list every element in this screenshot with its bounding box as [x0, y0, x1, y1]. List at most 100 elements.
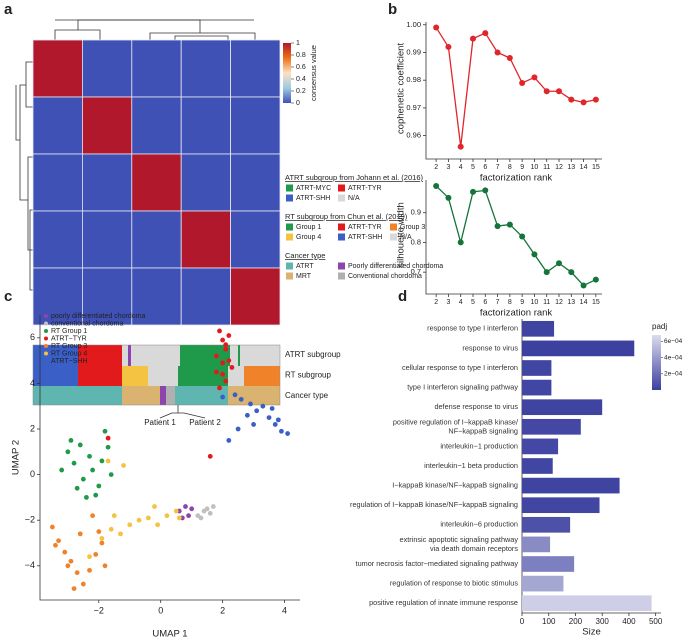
- point: [543, 88, 550, 95]
- legend-label: N/A: [400, 234, 412, 241]
- x-axis-label: Size: [582, 627, 600, 638]
- point: [65, 449, 71, 455]
- legend-marker: [44, 336, 48, 341]
- heatmap-cell: [131, 267, 182, 326]
- bar: [522, 399, 603, 416]
- legend-label: MRT: [296, 273, 312, 280]
- x-tick-label: 12: [555, 299, 563, 306]
- line: [435, 27, 596, 147]
- bar: [522, 379, 552, 396]
- point: [266, 415, 272, 420]
- legend-label: Group 3: [400, 224, 425, 231]
- point: [108, 472, 114, 477]
- point: [62, 549, 68, 555]
- y-tick-label: −4: [25, 560, 35, 570]
- point: [68, 558, 74, 564]
- point: [74, 485, 80, 491]
- legend-swatch: [338, 223, 345, 231]
- heatmap-cell: [180, 267, 231, 326]
- heatmap-cell: [82, 267, 133, 326]
- heatmap-cell: [230, 96, 281, 155]
- legend-swatch: [338, 233, 345, 241]
- point: [229, 365, 235, 370]
- legend-label: Poorly differentiated chordoma: [348, 263, 443, 270]
- point: [285, 431, 291, 436]
- legend-marker: [44, 344, 48, 348]
- point: [226, 438, 232, 443]
- bar: [522, 556, 575, 572]
- point: [272, 422, 278, 427]
- legend-swatch: [286, 272, 293, 280]
- point: [251, 422, 256, 427]
- point: [198, 515, 204, 521]
- x-tick-label: 4: [459, 164, 463, 171]
- y-tick-label: 0.98: [406, 75, 421, 84]
- x-tick-label: 14: [580, 299, 588, 306]
- point: [108, 526, 114, 532]
- dendrogram-top: [54, 19, 256, 40]
- x-tick-label: −2: [94, 605, 104, 615]
- heatmap-cell: [230, 39, 281, 98]
- legend-swatch: [286, 223, 293, 231]
- point: [223, 346, 229, 352]
- point: [90, 467, 96, 473]
- point: [226, 358, 232, 363]
- x-tick-label: 0: [520, 617, 525, 626]
- point: [519, 79, 526, 86]
- track-label: RT subgroup: [285, 371, 332, 380]
- point: [580, 282, 587, 289]
- point: [506, 55, 513, 62]
- point: [105, 444, 111, 450]
- bar: [522, 575, 564, 592]
- y-tick-label: I−kappaB kinase/NF−kappaB signaling: [392, 481, 518, 490]
- legend-label: RT Group 4: [51, 350, 87, 357]
- legend-marker: [44, 329, 48, 333]
- legend-swatch: [286, 184, 293, 192]
- annotation: Patient 1: [144, 418, 176, 427]
- point: [87, 453, 92, 459]
- y-tick-label: extrinsic apoptotic signaling pathway via…: [400, 535, 519, 553]
- point: [445, 43, 452, 50]
- y-tick-label: type I interferon signaling pathway: [407, 383, 518, 392]
- legend-label: ATRT-TYR: [348, 224, 382, 231]
- x-tick-label: 7: [496, 164, 500, 171]
- point: [223, 378, 229, 384]
- x-tick-label: 10: [531, 299, 539, 306]
- point: [210, 504, 216, 509]
- point: [84, 495, 89, 500]
- point: [99, 540, 105, 546]
- legend-marker: [44, 351, 48, 356]
- point: [433, 24, 440, 31]
- track-label: ATRT subgroup: [285, 350, 341, 359]
- y-tick-label: 0.97: [406, 103, 421, 112]
- point: [183, 504, 188, 509]
- y-tick-label: −2: [25, 515, 35, 525]
- legend-label: ATRT-SHH: [296, 195, 330, 202]
- x-axis-label: UMAP 1: [152, 629, 187, 640]
- point: [204, 506, 210, 512]
- point: [248, 401, 253, 407]
- x-tick-label: 300: [596, 617, 610, 626]
- colorbar: [283, 43, 291, 103]
- x-tick-label: 5: [471, 299, 475, 306]
- point: [244, 412, 250, 418]
- colorbar-tick-label: 0.4: [296, 76, 306, 83]
- point: [217, 385, 222, 391]
- point: [186, 513, 191, 519]
- legend-marker: [44, 314, 48, 318]
- annotation-tracks: [32, 344, 281, 419]
- bar: [522, 477, 620, 494]
- legend-title: ATRT subgroup from Johann et al. (2016): [285, 173, 423, 182]
- heatmap-cell: [82, 96, 133, 155]
- point: [260, 403, 266, 409]
- heatmap-cell: [180, 96, 231, 155]
- bar: [522, 497, 600, 514]
- colorbar-tick-label: 0.8: [296, 52, 306, 59]
- bar: [522, 595, 652, 612]
- y-tick-label: 0.99: [406, 47, 421, 56]
- bar: [522, 360, 552, 376]
- panel-letter: d: [398, 288, 407, 305]
- point: [445, 194, 452, 201]
- point: [152, 504, 157, 509]
- point: [580, 99, 587, 106]
